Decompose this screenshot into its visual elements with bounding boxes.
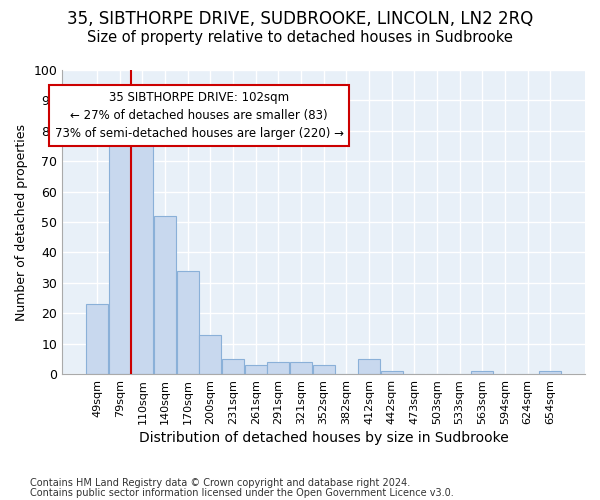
Bar — [131, 140, 154, 374]
Bar — [471, 371, 493, 374]
Y-axis label: Number of detached properties: Number of detached properties — [15, 124, 28, 320]
Text: Size of property relative to detached houses in Sudbrooke: Size of property relative to detached ho… — [87, 30, 513, 45]
Text: 35, SIBTHORPE DRIVE, SUDBROOKE, LINCOLN, LN2 2RQ: 35, SIBTHORPE DRIVE, SUDBROOKE, LINCOLN,… — [67, 10, 533, 28]
Bar — [290, 362, 312, 374]
Bar — [109, 124, 131, 374]
Bar — [268, 362, 289, 374]
Bar — [313, 365, 335, 374]
Bar — [199, 334, 221, 374]
Bar — [358, 359, 380, 374]
Bar — [222, 359, 244, 374]
Bar — [380, 371, 403, 374]
Bar — [539, 371, 561, 374]
X-axis label: Distribution of detached houses by size in Sudbrooke: Distribution of detached houses by size … — [139, 431, 509, 445]
Text: 35 SIBTHORPE DRIVE: 102sqm
← 27% of detached houses are smaller (83)
73% of semi: 35 SIBTHORPE DRIVE: 102sqm ← 27% of deta… — [55, 92, 344, 140]
Bar — [154, 216, 176, 374]
Bar — [86, 304, 108, 374]
Bar — [245, 365, 266, 374]
Bar — [176, 270, 199, 374]
Text: Contains HM Land Registry data © Crown copyright and database right 2024.: Contains HM Land Registry data © Crown c… — [30, 478, 410, 488]
Text: Contains public sector information licensed under the Open Government Licence v3: Contains public sector information licen… — [30, 488, 454, 498]
